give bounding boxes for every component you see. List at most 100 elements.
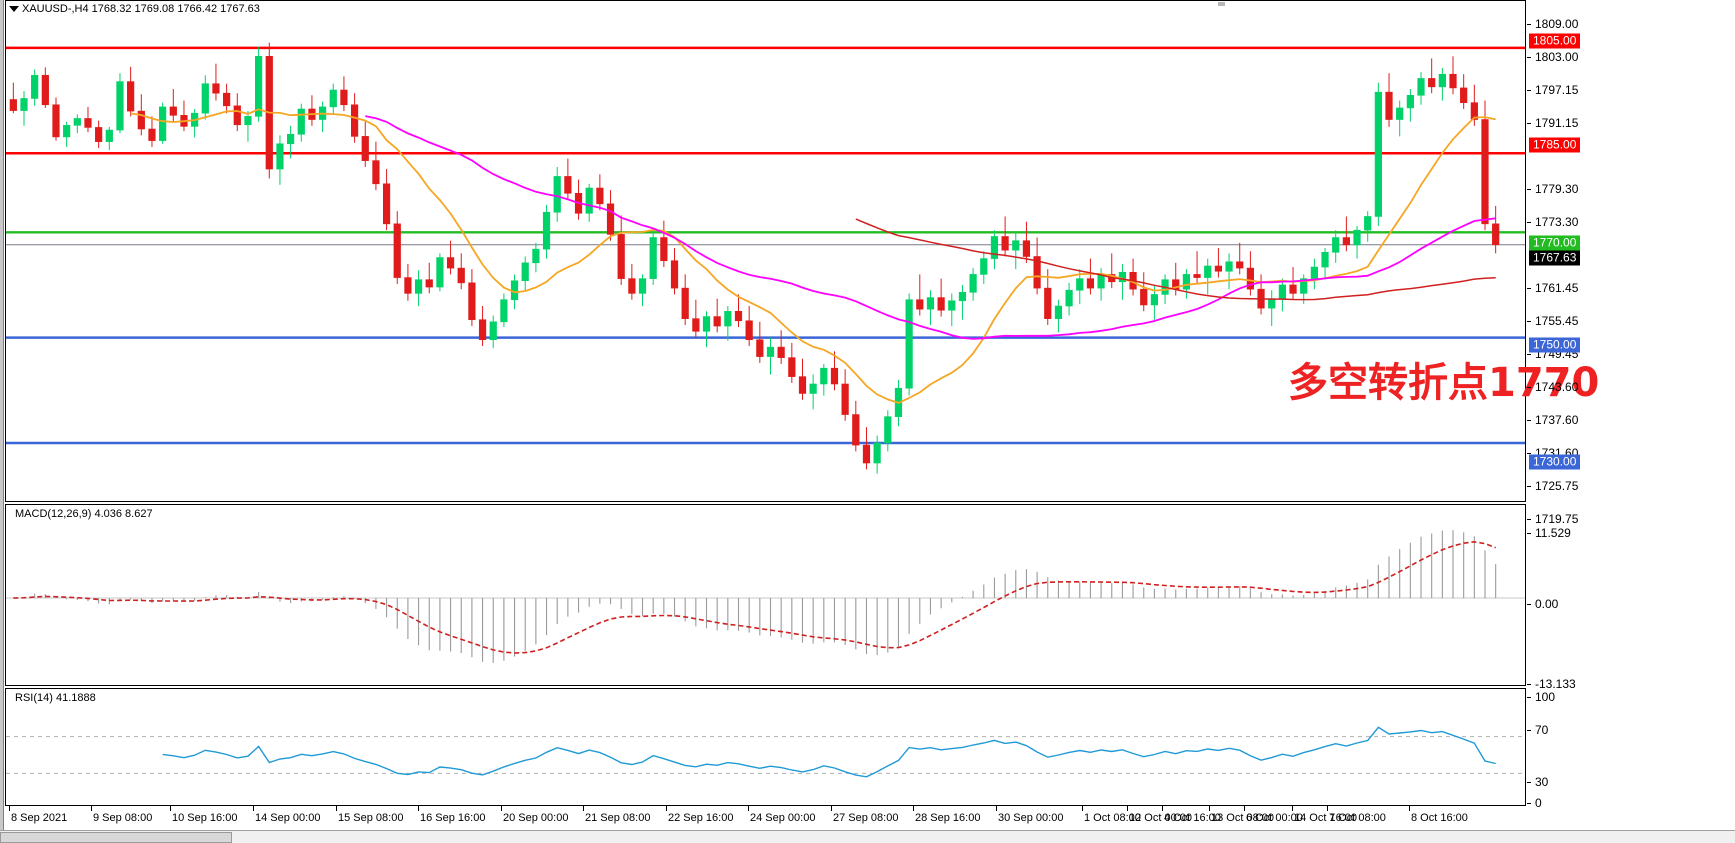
candle-body bbox=[1225, 261, 1233, 272]
time-axis-label: 27 Sep 08:00 bbox=[833, 812, 899, 824]
axis-tick-label: 1797.15 bbox=[1527, 83, 1578, 97]
time-axis[interactable]: 8 Sep 2021 9 Sep 08:00 10 Sep 16:00 14 Sep … bbox=[5, 806, 1526, 828]
candle-body bbox=[1044, 287, 1052, 319]
candle-body bbox=[1033, 256, 1041, 289]
candle-body bbox=[745, 320, 753, 341]
candle-body bbox=[1289, 284, 1297, 294]
time-tick-mark bbox=[1292, 806, 1293, 811]
candle-body bbox=[734, 310, 743, 322]
time-axis-label: 15 Sep 08:00 bbox=[338, 812, 404, 824]
price-pane-title: XAUUSD-,H4 1768.32 1769.08 1766.42 1767.… bbox=[22, 3, 260, 15]
axis-tick-label: 1761.45 bbox=[1527, 281, 1578, 295]
rsi-line bbox=[162, 726, 1496, 778]
candle-body bbox=[777, 346, 785, 358]
candle-body bbox=[724, 310, 732, 327]
candle-body bbox=[148, 128, 156, 141]
candle-body bbox=[798, 376, 807, 394]
candle-body bbox=[500, 299, 508, 323]
axis-tick-mark bbox=[1527, 321, 1531, 322]
price-level-badge[interactable]: 1805.00 bbox=[1529, 33, 1581, 49]
scrollbar-thumb[interactable] bbox=[0, 832, 232, 843]
candle-body bbox=[350, 104, 359, 137]
time-axis-label: 13 Oct 08:00 bbox=[1211, 812, 1274, 824]
candle-body bbox=[830, 367, 839, 385]
axis-tick-label: 1743.60 bbox=[1527, 380, 1578, 394]
candle-body bbox=[1214, 265, 1223, 272]
candle-body bbox=[1428, 78, 1436, 88]
candle-body bbox=[521, 262, 529, 282]
macd-pane[interactable]: MACD(12,26,9) 4.036 8.627 bbox=[5, 504, 1526, 686]
time-axis-label: 10 Sep 16:00 bbox=[172, 812, 238, 824]
candle-body bbox=[116, 81, 124, 131]
axis-tick-mark bbox=[1527, 189, 1531, 190]
candle-body bbox=[713, 316, 721, 327]
time-axis-label: 22 Sep 16:00 bbox=[668, 812, 734, 824]
candle-body bbox=[1022, 240, 1031, 257]
price-level-badge[interactable]: 1770.00 bbox=[1529, 235, 1581, 251]
candle-body bbox=[638, 278, 647, 294]
time-axis-label: 1 Oct 08:00 bbox=[1084, 812, 1141, 824]
time-tick-mark bbox=[748, 806, 749, 811]
candle-body bbox=[201, 83, 209, 114]
axis-tick-label: 0 bbox=[1527, 796, 1542, 810]
macd-chart-canvas[interactable] bbox=[6, 505, 1525, 685]
axis-tick-label: 70 bbox=[1527, 723, 1548, 737]
candle-body bbox=[510, 280, 519, 301]
candle-body bbox=[820, 367, 828, 385]
candle-body bbox=[1492, 223, 1500, 246]
candle-body bbox=[1086, 278, 1095, 289]
price-pane[interactable] bbox=[5, 0, 1526, 502]
time-axis-label: 24 Sep 00:00 bbox=[750, 812, 816, 824]
price-level-badge[interactable]: 1785.00 bbox=[1529, 137, 1581, 153]
candle-body bbox=[1001, 236, 1009, 251]
candle-body bbox=[606, 203, 615, 235]
time-tick-mark bbox=[9, 806, 10, 811]
candle-body bbox=[84, 118, 92, 128]
candle-body bbox=[1406, 94, 1414, 109]
candle-body bbox=[585, 187, 593, 214]
time-axis-label: 12 Oct 00:00 bbox=[1129, 812, 1192, 824]
candle-body bbox=[916, 299, 924, 310]
ma-slow-line bbox=[855, 218, 1496, 301]
rsi-chart-canvas[interactable] bbox=[6, 689, 1525, 805]
candle-body bbox=[340, 89, 348, 106]
symbol-collapse-icon[interactable] bbox=[9, 6, 19, 12]
candle-body bbox=[372, 160, 380, 185]
candle-body bbox=[1438, 73, 1446, 88]
candle-body bbox=[532, 248, 540, 264]
price-level-badge[interactable]: 1767.63 bbox=[1529, 250, 1581, 266]
chart-annotation-text: 多空转折点1770 bbox=[1288, 360, 1600, 406]
candle-body bbox=[436, 257, 444, 288]
price-level-badge[interactable]: 1730.00 bbox=[1529, 454, 1581, 470]
price-axis[interactable]: 1809.00 1803.00 1797.15 1791.15 1779.30 1773.… bbox=[1527, 0, 1735, 810]
time-tick-mark bbox=[1209, 806, 1210, 811]
left-scroll-rail[interactable] bbox=[0, 0, 4, 830]
time-axis-label: 14 Sep 00:00 bbox=[255, 812, 321, 824]
price-level-badge[interactable]: 1750.00 bbox=[1529, 337, 1581, 353]
candle-body bbox=[446, 257, 455, 269]
price-chart-canvas[interactable] bbox=[6, 1, 1525, 501]
candle-body bbox=[649, 237, 657, 279]
candle-body bbox=[329, 89, 337, 108]
crosshair-marker bbox=[1218, 2, 1225, 6]
candle-body bbox=[702, 316, 711, 332]
candle-body bbox=[223, 92, 231, 107]
candle-body bbox=[990, 236, 999, 259]
ma-mid-line bbox=[365, 115, 1496, 340]
candle-body bbox=[478, 319, 487, 341]
candle-body bbox=[692, 318, 700, 332]
axis-tick-mark bbox=[1527, 57, 1531, 58]
axis-tick-mark bbox=[1527, 123, 1531, 124]
candle-body bbox=[404, 277, 412, 294]
time-tick-mark bbox=[501, 806, 502, 811]
candle-body bbox=[255, 56, 263, 117]
horizontal-scrollbar[interactable] bbox=[0, 830, 1735, 843]
time-axis-label: 9 Sep 08:00 bbox=[93, 812, 153, 824]
rsi-pane[interactable]: RSI(14) 41.1888 bbox=[5, 688, 1526, 806]
axis-tick-label: 1719.75 bbox=[1527, 512, 1578, 526]
candle-body bbox=[1065, 289, 1073, 307]
candle-body bbox=[1246, 267, 1254, 290]
candle-body bbox=[958, 292, 967, 302]
candle-body bbox=[1204, 265, 1212, 278]
